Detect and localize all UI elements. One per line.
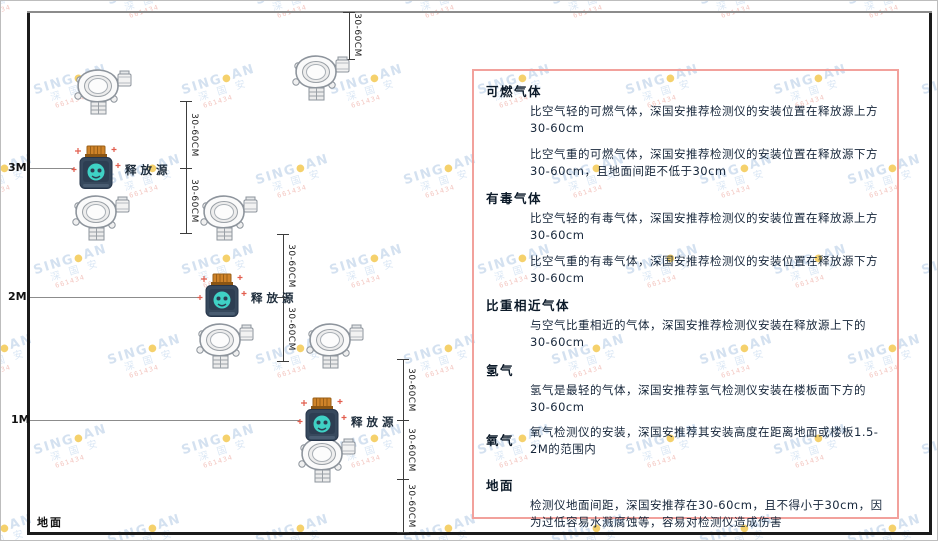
section-similar-density-gas: 比重相近气体 与空气比重相近的气体，深国安推荐检测仪安装在释放源上下的30-60…	[486, 295, 883, 352]
ceiling-line	[27, 11, 932, 13]
dimension-label: 30-60CM	[406, 484, 416, 528]
dimension-tick	[397, 420, 409, 421]
dimension-tick	[277, 361, 289, 362]
dimension-label: 30-60CM	[189, 113, 199, 157]
gas-detector-icon	[303, 321, 367, 371]
gas-detector-icon	[71, 67, 135, 117]
dimension-tick	[277, 234, 289, 235]
release-source-label: 释放源	[125, 163, 172, 177]
section-paragraph: 比空气重的可燃气体，深国安推荐检测仪的安装位置在释放源下方30-60cm，且地面…	[530, 146, 878, 178]
dimension-label: 30-60CM	[286, 244, 296, 288]
section-heading: 氢气	[486, 362, 515, 378]
dimension-label: 30-60CM	[286, 307, 296, 351]
left-wall-line	[27, 11, 30, 534]
gas-detector-icon	[69, 193, 133, 243]
section-hydrogen: 氢气 氢气是最轻的气体，深国安推荐氢气检测仪安装在楼板面下方的30-60cm	[486, 360, 883, 417]
section-heading: 地面	[486, 477, 515, 493]
section-paragraph: 氢气是最轻的气体，深国安推荐氢气检测仪安装在楼板面下方的30-60cm	[530, 382, 866, 414]
section-ground: 地面 检测仪地面间距，深国安推荐在30-60cm，且不得小于30cm，因为过低容…	[486, 475, 883, 532]
ground-label: 地面	[37, 516, 63, 529]
height-line-3m	[30, 168, 74, 169]
dimension-tick	[397, 479, 409, 480]
section-heading: 可燃气体	[486, 84, 543, 99]
gas-detector-icon	[197, 193, 261, 243]
section-oxygen: 氧气 氧气检测仪的安装，深国安推荐其安装高度在距离地面或楼板1.5-2M的范围内	[486, 424, 883, 459]
release-source-label: 释放源	[251, 291, 298, 305]
dimension-tick	[180, 101, 192, 102]
dimension-label: 30-60CM	[406, 368, 416, 412]
dimension-tick	[397, 359, 409, 360]
section-heading: 有毒气体	[486, 191, 543, 206]
height-label-1m: 1M	[11, 413, 30, 426]
dimension-tick	[180, 233, 192, 234]
height-line-2m	[30, 297, 200, 298]
dimension-tick	[343, 12, 355, 13]
dimension-tick	[277, 297, 289, 298]
dimension-label: 30-60CM	[406, 428, 416, 472]
right-wall-line	[929, 11, 932, 534]
dimension-tick	[180, 168, 192, 169]
section-toxic-gas: 有毒气体 比空气轻的有毒气体，深国安推荐检测仪的安装位置在释放源上方30-60c…	[486, 188, 883, 287]
section-heading: 氧气	[486, 433, 515, 448]
section-combustible-gas: 可燃气体 比空气轻的可燃气体，深国安推荐检测仪的安装位置在释放源上方30-60c…	[486, 81, 883, 180]
height-label-3m: 3M	[8, 161, 27, 174]
release-source-icon	[197, 273, 247, 321]
section-paragraph: 比空气轻的可燃气体，深国安推荐检测仪的安装位置在释放源上方30-60cm	[530, 104, 878, 136]
release-source-icon	[297, 397, 347, 445]
dimension-line	[349, 12, 350, 59]
dimension-tick	[397, 532, 409, 533]
height-line-1m	[30, 420, 300, 421]
dimension-label: 30-60CM	[352, 13, 362, 57]
dimension-tick	[343, 59, 355, 60]
dimension-line	[403, 359, 404, 533]
floor-line	[27, 532, 932, 535]
gas-detector-icon	[295, 435, 359, 485]
section-paragraph: 检测仪地面间距，深国安推荐在30-60cm，且不得小于30cm，因为过低容易水溅…	[530, 497, 883, 529]
section-paragraph: 与空气比重相近的气体，深国安推荐检测仪安装在释放源上下的30-60cm	[530, 318, 866, 350]
release-source-label: 释放源	[351, 415, 398, 429]
guideline-panel: 可燃气体 比空气轻的可燃气体，深国安推荐检测仪的安装位置在释放源上方30-60c…	[472, 69, 899, 529]
section-paragraph: 氧气检测仪的安装，深国安推荐其安装高度在距离地面或楼板1.5-2M的范围内	[530, 425, 879, 457]
gas-detector-icon	[289, 53, 353, 103]
section-paragraph: 比空气重的有毒气体，深国安推荐检测仪的安装位置在释放源下方30-60cm	[530, 253, 878, 285]
section-heading: 比重相近气体	[486, 298, 571, 313]
release-source-icon	[71, 145, 121, 193]
gas-detector-icon	[193, 321, 257, 371]
dimension-line	[186, 101, 187, 233]
height-label-2m: 2M	[8, 290, 27, 303]
section-paragraph: 比空气轻的有毒气体，深国安推荐检测仪的安装位置在释放源上方30-60cm	[530, 211, 878, 243]
